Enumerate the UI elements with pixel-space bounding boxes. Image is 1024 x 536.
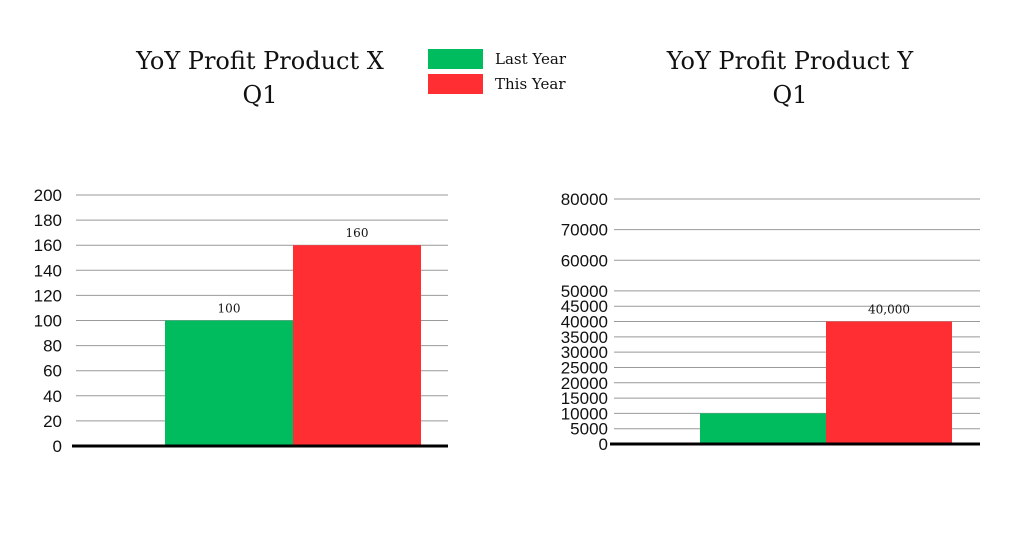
y-tick-label-y: 35000 <box>561 328 608 347</box>
legend: Last Year This Year <box>428 47 566 97</box>
bar-x-this-year <box>293 245 421 446</box>
y-tick-label-y: 10000 <box>561 404 608 423</box>
y-tick-label-x: 60 <box>43 362 62 381</box>
y-tick-label-y: 40000 <box>561 313 608 332</box>
chart-y-title: YoY Profit Product Y Q1 <box>600 44 980 112</box>
y-tick-label-y: 0 <box>599 435 608 454</box>
y-tick-label-y: 15000 <box>561 389 608 408</box>
y-tick-label-y: 60000 <box>561 251 608 270</box>
chart-x-subtitle: Q1 <box>242 81 278 109</box>
data-label-x: 100 <box>218 302 241 316</box>
y-tick-label-y: 30000 <box>561 343 608 362</box>
y-tick-label-x: 100 <box>34 312 62 331</box>
y-tick-label-y: 50000 <box>561 282 608 301</box>
y-tick-label-x: 160 <box>34 236 62 255</box>
y-tick-label-y: 25000 <box>561 358 608 377</box>
data-label-x: 160 <box>346 226 369 240</box>
bar-y-last-year <box>700 413 826 444</box>
y-tick-label-y: 45000 <box>561 297 608 316</box>
bar-y-this-year <box>826 321 952 444</box>
y-tick-label-x: 20 <box>43 412 62 431</box>
y-tick-label-x: 140 <box>34 261 62 280</box>
y-tick-label-y: 80000 <box>561 190 608 209</box>
y-tick-label-x: 0 <box>53 437 62 456</box>
y-tick-label-y: 70000 <box>561 221 608 240</box>
y-tick-label-x: 120 <box>34 286 62 305</box>
legend-swatch-this-year <box>428 74 483 94</box>
legend-label-this-year: This Year <box>495 75 566 93</box>
data-label-y: 40,000 <box>868 303 910 317</box>
bar-x-last-year <box>165 320 293 446</box>
y-tick-label-x: 40 <box>43 387 62 406</box>
chart-x-title: YoY Profit Product X Q1 <box>70 44 450 112</box>
y-tick-label-x: 180 <box>34 211 62 230</box>
chart-y-subtitle: Q1 <box>772 81 808 109</box>
y-tick-label-y: 20000 <box>561 374 608 393</box>
legend-item-last-year: Last Year <box>428 47 566 71</box>
y-tick-label-y: 5000 <box>570 420 608 439</box>
legend-swatch-last-year <box>428 49 483 69</box>
chart-y-title-text: YoY Profit Product Y <box>666 47 914 75</box>
legend-label-last-year: Last Year <box>495 50 566 68</box>
legend-item-this-year: This Year <box>428 72 566 96</box>
y-tick-label-x: 80 <box>43 337 62 356</box>
y-tick-label-x: 200 <box>34 186 62 205</box>
chart-x-title-text: YoY Profit Product X <box>136 47 384 75</box>
